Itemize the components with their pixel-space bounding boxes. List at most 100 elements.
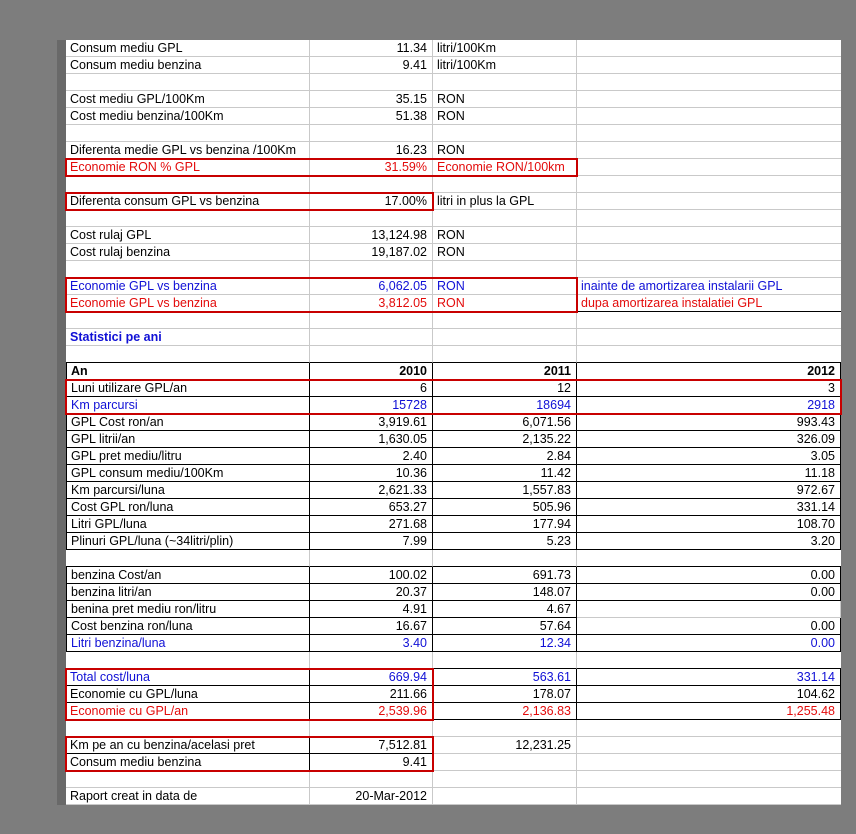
cell-value-1[interactable] (310, 74, 433, 91)
cell-value-3[interactable]: 1,255.48 (577, 703, 841, 720)
cell-value-2[interactable]: Economie RON/100km (433, 159, 577, 176)
cell-value-1[interactable]: 2,539.96 (310, 703, 433, 720)
cell-label[interactable] (66, 550, 310, 567)
cell-label[interactable]: GPL litrii/an (66, 431, 310, 448)
cell-value-3[interactable] (577, 210, 841, 227)
cell-value-2[interactable]: 5.23 (433, 533, 577, 550)
cell-value-2[interactable] (433, 210, 577, 227)
cell-value-2[interactable]: 4.67 (433, 601, 577, 618)
cell-value-1[interactable]: 16.67 (310, 618, 433, 635)
cell-value-2[interactable]: RON (433, 244, 577, 261)
cell-value-3[interactable]: 0.00 (577, 618, 841, 635)
cell-value-3[interactable]: 993.43 (577, 414, 841, 431)
cell-value-2[interactable]: 12.34 (433, 635, 577, 652)
cell-label[interactable]: Economie GPL vs benzina (66, 278, 310, 295)
cell-label[interactable]: Economie cu GPL/an (66, 703, 310, 720)
cell-label[interactable]: Km pe an cu benzina/acelasi pret (66, 737, 310, 754)
cell-label[interactable]: GPL consum mediu/100Km (66, 465, 310, 482)
cell-label[interactable] (66, 261, 310, 278)
cell-value-1[interactable]: 9.41 (310, 57, 433, 74)
cell-label[interactable]: benzina Cost/an (66, 567, 310, 584)
cell-value-3[interactable]: 3.20 (577, 533, 841, 550)
cell-value-3[interactable] (577, 193, 841, 210)
cell-value-3[interactable]: 0.00 (577, 567, 841, 584)
cell-label[interactable]: Raport creat in data de (66, 788, 310, 805)
cell-label[interactable]: Consum mediu benzina (66, 57, 310, 74)
cell-value-3[interactable]: 972.67 (577, 482, 841, 499)
cell-label[interactable]: Consum mediu GPL (66, 40, 310, 57)
cell-value-1[interactable]: 9.41 (310, 754, 433, 771)
cell-label[interactable]: An (66, 363, 310, 380)
cell-value-3[interactable]: 0.00 (577, 584, 841, 601)
cell-label[interactable]: Cost mediu GPL/100Km (66, 91, 310, 108)
cell-value-2[interactable]: 148.07 (433, 584, 577, 601)
cell-value-2[interactable]: 18694 (433, 397, 577, 414)
cell-value-1[interactable]: 51.38 (310, 108, 433, 125)
cell-value-1[interactable] (310, 210, 433, 227)
cell-value-3[interactable] (577, 652, 841, 669)
cell-label[interactable]: Cost rulaj benzina (66, 244, 310, 261)
cell-label[interactable] (66, 74, 310, 91)
cell-value-3[interactable] (577, 91, 841, 108)
cell-value-2[interactable]: 505.96 (433, 499, 577, 516)
cell-label[interactable]: Cost rulaj GPL (66, 227, 310, 244)
cell-value-3[interactable] (577, 74, 841, 91)
cell-label[interactable] (66, 210, 310, 227)
cell-value-3[interactable] (577, 57, 841, 74)
cell-value-3[interactable]: 104.62 (577, 686, 841, 703)
cell-value-1[interactable]: 11.34 (310, 40, 433, 57)
cell-value-1[interactable]: 6 (310, 380, 433, 397)
cell-value-2[interactable]: 563.61 (433, 669, 577, 686)
cell-value-3[interactable] (577, 244, 841, 261)
cell-value-1[interactable]: 2,621.33 (310, 482, 433, 499)
cell-value-3[interactable]: 108.70 (577, 516, 841, 533)
cell-value-1[interactable]: 2.40 (310, 448, 433, 465)
cell-value-3[interactable]: 0.00 (577, 635, 841, 652)
cell-value-1[interactable]: 1,630.05 (310, 431, 433, 448)
cell-value-1[interactable] (310, 550, 433, 567)
cell-label[interactable]: benina pret mediu ron/litru (66, 601, 310, 618)
cell-label[interactable]: Litri benzina/luna (66, 635, 310, 652)
cell-value-3[interactable] (577, 601, 841, 618)
cell-value-2[interactable]: 11.42 (433, 465, 577, 482)
cell-label[interactable] (66, 346, 310, 363)
cell-label[interactable]: Consum mediu benzina (66, 754, 310, 771)
cell-value-1[interactable]: 6,062.05 (310, 278, 433, 295)
cell-value-1[interactable]: 669.94 (310, 669, 433, 686)
cell-value-1[interactable]: 271.68 (310, 516, 433, 533)
cell-label[interactable]: Km parcursi (66, 397, 310, 414)
cell-value-1[interactable]: 7,512.81 (310, 737, 433, 754)
cell-value-3[interactable] (577, 312, 841, 329)
cell-value-2[interactable]: 691.73 (433, 567, 577, 584)
cell-value-1[interactable]: 4.91 (310, 601, 433, 618)
report-date[interactable]: 20-Mar-2012 (310, 788, 433, 805)
cell-value-1[interactable] (310, 312, 433, 329)
cell-value-3[interactable]: 326.09 (577, 431, 841, 448)
cell-value-2[interactable] (433, 788, 577, 805)
col-header-2011[interactable]: 2011 (433, 363, 577, 380)
cell-label[interactable]: Economie GPL vs benzina (66, 295, 310, 312)
cell-value-1[interactable] (310, 771, 433, 788)
cell-label[interactable]: Cost mediu benzina/100Km (66, 108, 310, 125)
cell-value-1[interactable]: 35.15 (310, 91, 433, 108)
cell-value-2[interactable] (433, 176, 577, 193)
cell-value-2[interactable]: RON (433, 142, 577, 159)
cell-value-2[interactable]: RON (433, 278, 577, 295)
cell-value-1[interactable]: 3.40 (310, 635, 433, 652)
cell-value-3[interactable]: 3 (577, 380, 841, 397)
cell-label[interactable]: Luni utilizare GPL/an (66, 380, 310, 397)
cell-label[interactable]: Km parcursi/luna (66, 482, 310, 499)
cell-value-1[interactable]: 31.59% (310, 159, 433, 176)
cell-note[interactable]: dupa amortizarea instalatiei GPL (577, 295, 841, 312)
col-header-2012[interactable]: 2012 (577, 363, 841, 380)
cell-value-1[interactable]: 10.36 (310, 465, 433, 482)
cell-value-1[interactable] (310, 176, 433, 193)
cell-label[interactable] (66, 312, 310, 329)
cell-value-1[interactable]: 7.99 (310, 533, 433, 550)
cell-value-2[interactable]: litri/100Km (433, 57, 577, 74)
cell-value-3[interactable] (577, 329, 841, 346)
cell-label[interactable] (66, 771, 310, 788)
cell-label[interactable]: Economie RON % GPL (66, 159, 310, 176)
cell-value-2[interactable]: 12,231.25 (433, 737, 577, 754)
cell-note[interactable]: inainte de amortizarea instalarii GPL (577, 278, 841, 295)
